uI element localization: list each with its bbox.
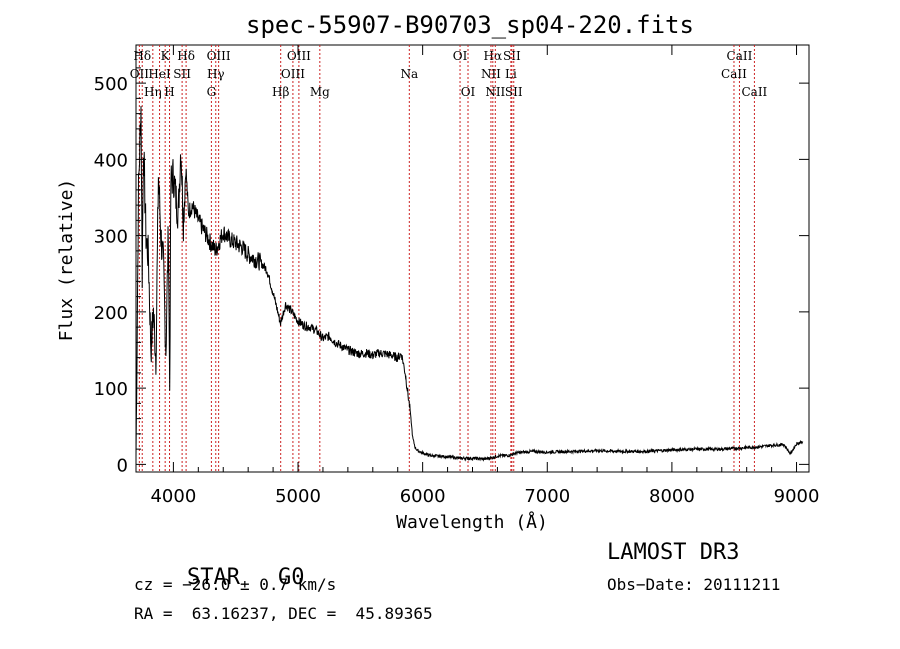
line-label-15: Na — [400, 67, 418, 81]
chart-title: spec-55907-B90703_sp04-220.fits — [246, 11, 694, 39]
y-tick-label-0: 0 — [117, 455, 128, 476]
line-label-11: Hβ — [272, 85, 289, 99]
x-tick-label-4000: 4000 — [150, 486, 196, 507]
line-label-0: Hδ — [133, 49, 151, 63]
line-label-14: Mg — [310, 85, 330, 99]
line-label-24: CaII — [727, 49, 753, 63]
y-tick-label-500: 500 — [94, 74, 128, 95]
x-tick-label-7000: 7000 — [524, 486, 570, 507]
y-tick-label-200: 200 — [94, 303, 128, 324]
y-axis-label: Flux (relative) — [56, 179, 77, 342]
line-label-16: OI — [453, 49, 468, 63]
line-label-22: NII — [485, 85, 505, 99]
x-axis-label: Wavelength (Å) — [396, 511, 548, 533]
line-label-1: OII — [130, 67, 150, 81]
line-label-25: CaII — [721, 67, 747, 81]
x-tick-label-5000: 5000 — [275, 486, 321, 507]
line-label-19: SII — [503, 49, 521, 63]
line-label-26: CaII — [741, 85, 767, 99]
ra-dec: RA = 63.16237, DEC = 45.89365 — [134, 604, 433, 623]
plot-frame — [135, 44, 810, 473]
line-label-12: OIII — [287, 49, 311, 63]
line-label-23: SII — [505, 85, 523, 99]
line-label-20: NII — [481, 67, 501, 81]
line-label-6: SII — [173, 67, 191, 81]
flux-line — [135, 106, 804, 462]
line-label-7: Hδ — [177, 49, 195, 63]
line-label-18: Hα — [484, 49, 503, 63]
observation-date: Obs−Date: 20111211 — [607, 575, 781, 594]
line-label-3: K — [161, 49, 171, 63]
line-label-4: HeI — [148, 67, 171, 81]
y-tick-label-400: 400 — [94, 150, 128, 171]
redshift-cz: cz = −26.0 ± 0.7 km/s — [134, 575, 337, 594]
y-tick-label-300: 300 — [94, 227, 128, 248]
y-tick-label-100: 100 — [94, 379, 128, 400]
line-label-2: Hη — [144, 85, 162, 99]
survey-name: LAMOST DR3 — [607, 540, 740, 565]
line-label-8: OIII — [207, 49, 231, 63]
line-label-10: G — [207, 85, 217, 99]
flux-series — [135, 106, 804, 462]
axis-ticks: 4000 5000 6000 7000 8000 9000 0 100 200 300 400 500 — [94, 45, 820, 507]
spectral-lines: Hδ OII Hη K HeI H SII Hδ OIII Hγ G Hβ OIII OIII Mg Na OI… — [130, 45, 768, 472]
line-label-9: Hγ — [207, 67, 225, 81]
line-label-17: OI — [461, 85, 476, 99]
x-tick-label-9000: 9000 — [774, 486, 820, 507]
object-subclass: G0 — [277, 565, 305, 590]
object-class: STAR — [186, 565, 240, 590]
line-label-5: H — [164, 85, 174, 99]
x-tick-label-8000: 8000 — [649, 486, 695, 507]
line-label-13: OIII — [281, 67, 305, 81]
line-label-21: Li — [505, 67, 517, 81]
x-tick-label-6000: 6000 — [400, 486, 446, 507]
